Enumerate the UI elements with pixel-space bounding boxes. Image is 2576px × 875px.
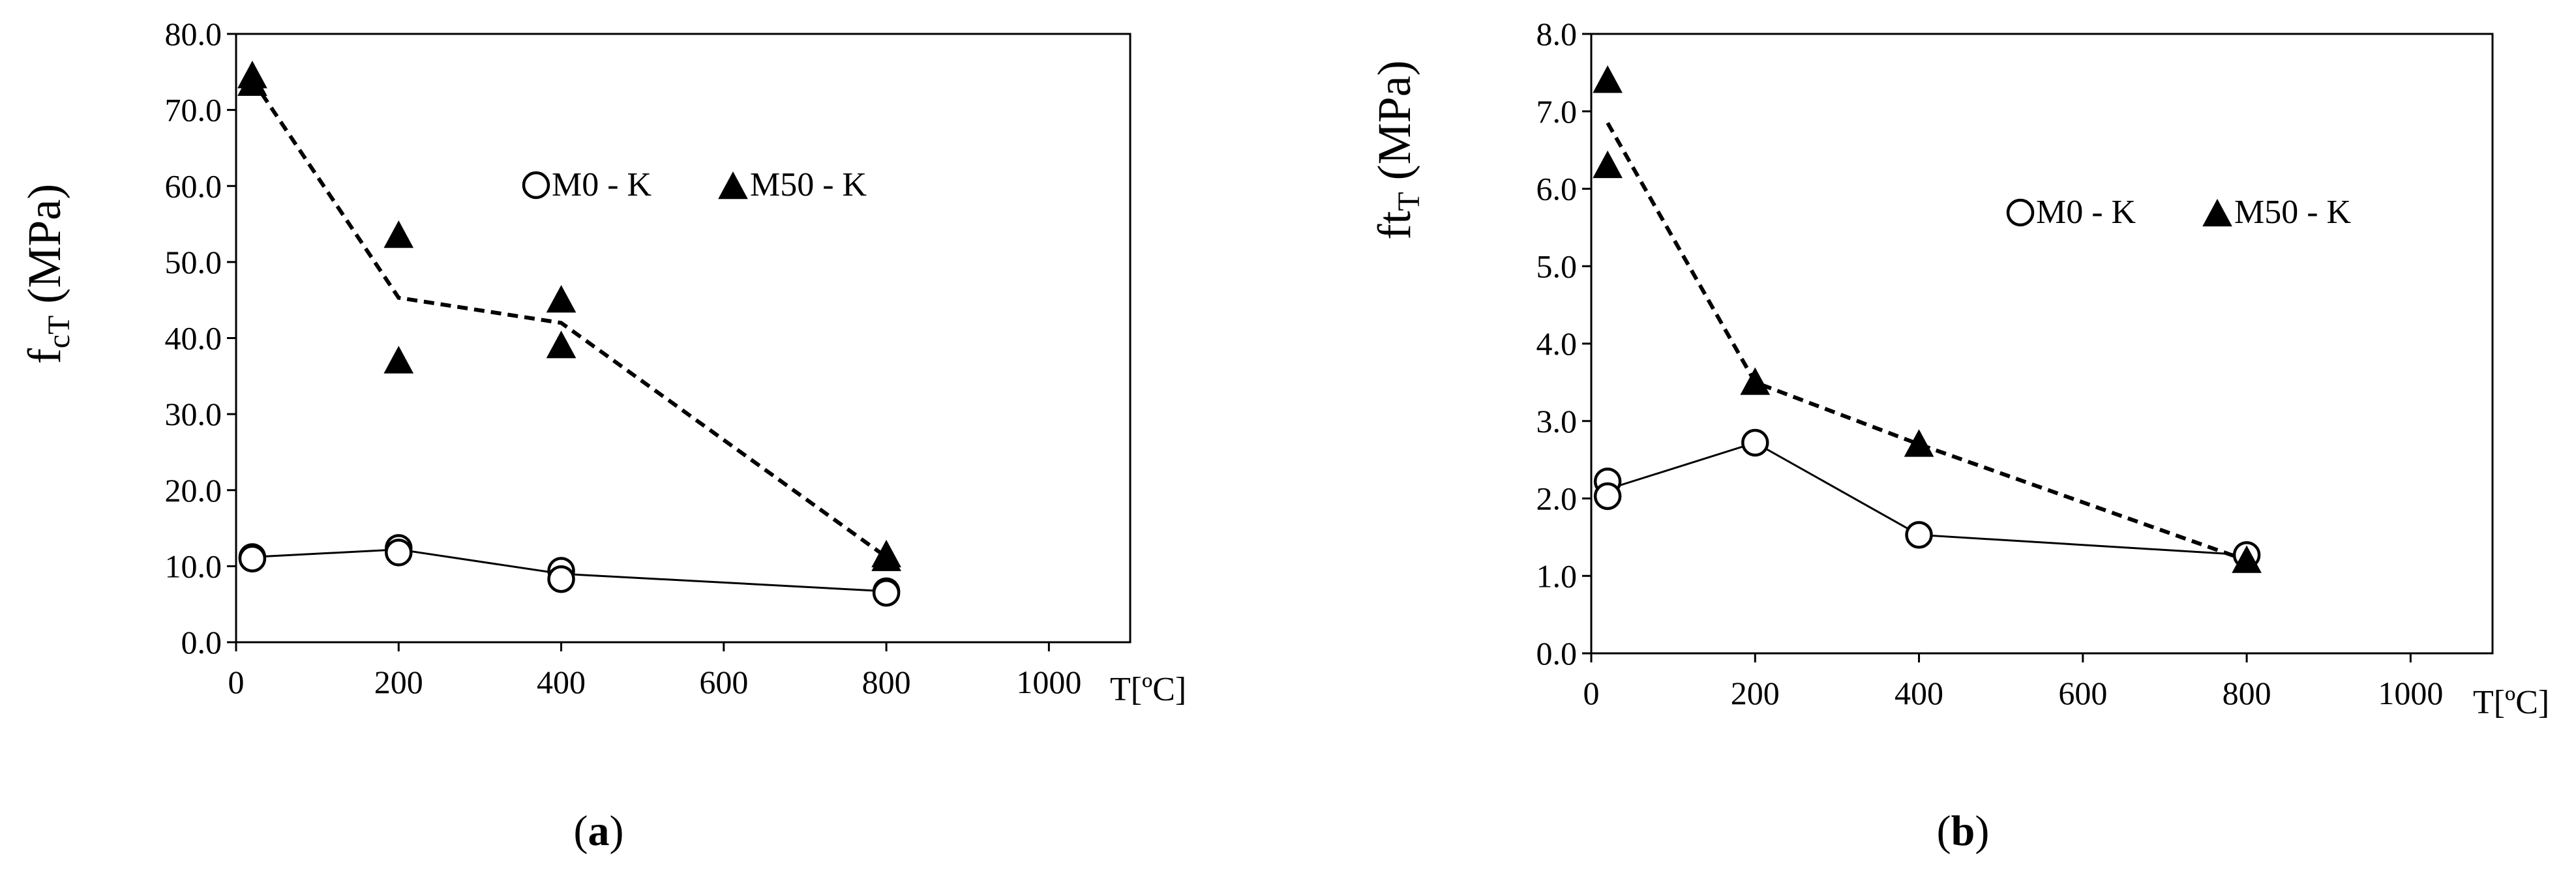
x-tick-label: 0 [1583,675,1600,711]
x-tick-label: 800 [2223,675,2271,711]
data-point-triangle [546,285,577,313]
y-tick-label: 5.0 [1536,248,1578,284]
data-point-circle [1905,521,1933,549]
legend: M0 - K M50 - K [2006,194,2352,231]
x-axis-label: T[ºC] [1110,671,1186,708]
data-point-triangle [871,543,901,571]
data-point-triangle [383,346,414,374]
y-tick-label: 0.0 [181,624,222,660]
legend-label: M0 - K [2036,194,2136,231]
data-point-triangle [383,220,414,248]
legend-triangle-marker [718,171,748,200]
x-tick-label: 800 [862,664,911,700]
data-point-triangle [237,68,267,96]
data-point-triangle [2232,545,2262,573]
trend-line-m0-k [1607,441,2247,556]
y-tick-label: 6.0 [1536,171,1578,207]
y-tick-label: 40.0 [165,320,222,357]
y-axis-label: ftT (MPa) [1368,60,1426,239]
y-axis-label: fcT (MPa) [18,184,76,364]
y-tick-label: 80.0 [165,16,222,52]
data-point-triangle [1740,367,1771,395]
data-point-circle [238,544,267,572]
trend-line-m50-k [250,78,888,559]
legend: M0 - K M50 - K [522,166,867,203]
y-tick-label: 10.0 [165,548,222,584]
panel-caption: (b) [1937,807,1990,855]
x-tick-label: 600 [699,664,748,700]
data-point-triangle [546,331,577,359]
data-point-circle [385,539,413,567]
y-tick-label: 8.0 [1536,16,1578,52]
chart-panel-a: 0.0 10.0 20.0 30.0 40.0 50.0 60.0 70.0 80.0 0 200 4… [18,16,1186,855]
legend-triangle-marker [2202,198,2232,227]
y-tick-label: 60.0 [165,168,222,204]
x-tick-label: 400 [1895,675,1943,711]
y-tick-label: 3.0 [1536,403,1578,439]
y-tick-label: 2.0 [1536,481,1578,517]
x-tick-label: 200 [1731,675,1780,711]
x-axis-label: T[ºC] [2473,684,2549,721]
y-tick-label: 70.0 [165,92,222,128]
x-tick-label: 0 [228,664,245,700]
legend-label: M50 - K [750,166,867,203]
x-tick-label: 600 [2058,675,2107,711]
data-point-circle [872,578,901,607]
data-point-triangle [1904,429,1934,457]
panel-caption: (a) [574,807,624,855]
x-tick-label: 200 [374,664,423,700]
data-point-triangle [1593,65,1623,93]
data-point-circle [1741,428,1769,457]
y-tick-label: 50.0 [165,244,222,280]
plot-frame [1590,33,2494,655]
trend-line-m0-k [252,548,887,593]
y-tick-label: 20.0 [165,472,222,509]
chart-panel-b: 0.0 1.0 2.0 3.0 4.0 5.0 6.0 7.0 8.0 0 200 400 600 800… [1368,16,2549,855]
data-point-circle [1593,482,1622,511]
data-point-circle [547,565,575,593]
trend-line-m50-k [1606,122,2248,563]
y-tick-label: 30.0 [165,396,222,432]
legend-label: M50 - K [2234,194,2352,231]
x-tick-label: 1000 [1016,664,1081,700]
y-tick-label: 0.0 [1536,635,1578,672]
y-tick-label: 4.0 [1536,325,1578,362]
data-point-triangle [1593,150,1623,179]
legend-circle-marker [2006,198,2035,227]
y-tick-label: 1.0 [1536,557,1578,594]
y-tick-label: 7.0 [1536,93,1578,130]
legend-label: M0 - K [552,166,652,203]
x-tick-label: 400 [537,664,586,700]
legend-circle-marker [522,171,550,200]
x-tick-label: 1000 [2378,675,2443,711]
